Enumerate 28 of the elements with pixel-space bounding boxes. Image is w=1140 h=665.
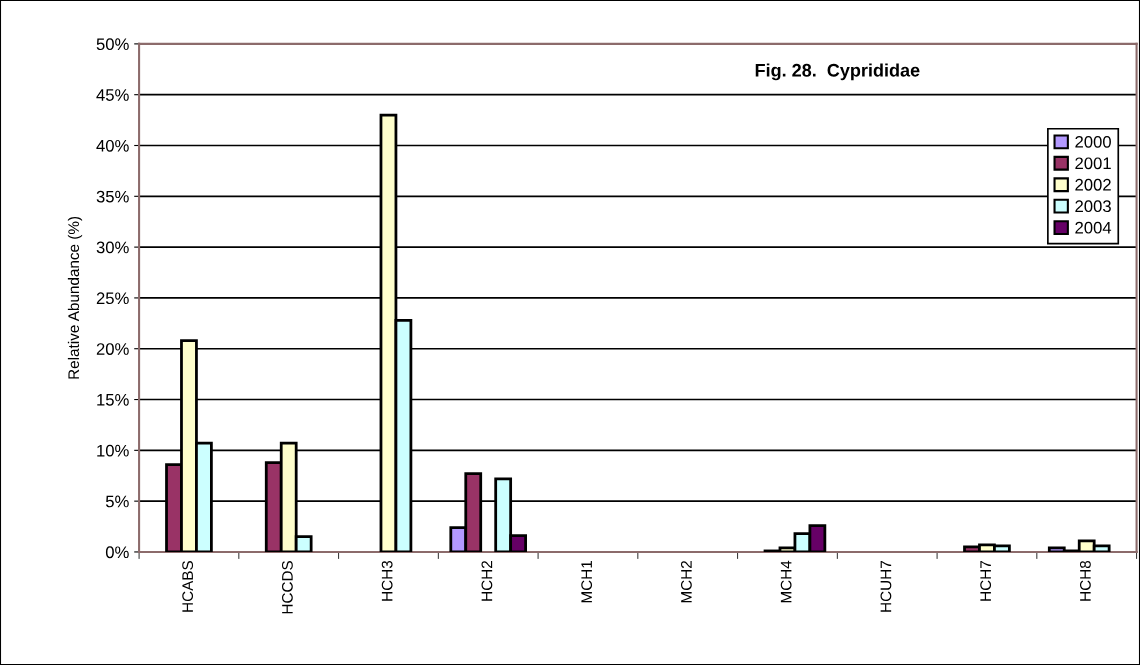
x-tick-label: HCH2 [481,561,493,601]
legend-label: 2004 [1075,221,1112,234]
x-tick-label: HCCDS [281,560,293,614]
y-axis-title: Relative Abundance (%) [67,216,83,379]
x-tick-label: HCABS [182,560,194,612]
legend-label: 2000 [1075,135,1111,148]
y-tick-label: 50% [96,38,129,51]
x-tick-label: MCH4 [780,560,792,603]
x-tick-label: HCUH7 [880,561,892,612]
y-tick-label: 20% [96,343,129,355]
x-tick-label: HCH8 [1079,560,1091,601]
y-tick-label: 35% [96,190,129,203]
x-tick-label: MCH2 [680,561,692,603]
y-tick-label: 45% [96,89,129,101]
legend-label: 2001 [1075,157,1111,170]
x-tick-label: MCH1 [581,561,593,603]
y-tick-label: 5% [105,495,129,508]
y-tick-label: 10% [97,444,129,457]
legend-label: 2002 [1075,178,1111,191]
x-tick-label: HCH3 [381,560,393,601]
y-tick-label: 30% [96,241,129,254]
x-tick-label: HCH7 [980,561,992,601]
y-tick-label: 25% [96,292,129,305]
text: Fig. 28. Cyprididae [755,63,920,81]
y-tick-label: 15% [97,394,129,406]
y-tick-label: 40% [96,139,129,152]
legend-label: 2003 [1075,200,1111,213]
y-tick-label: 0% [105,546,129,559]
